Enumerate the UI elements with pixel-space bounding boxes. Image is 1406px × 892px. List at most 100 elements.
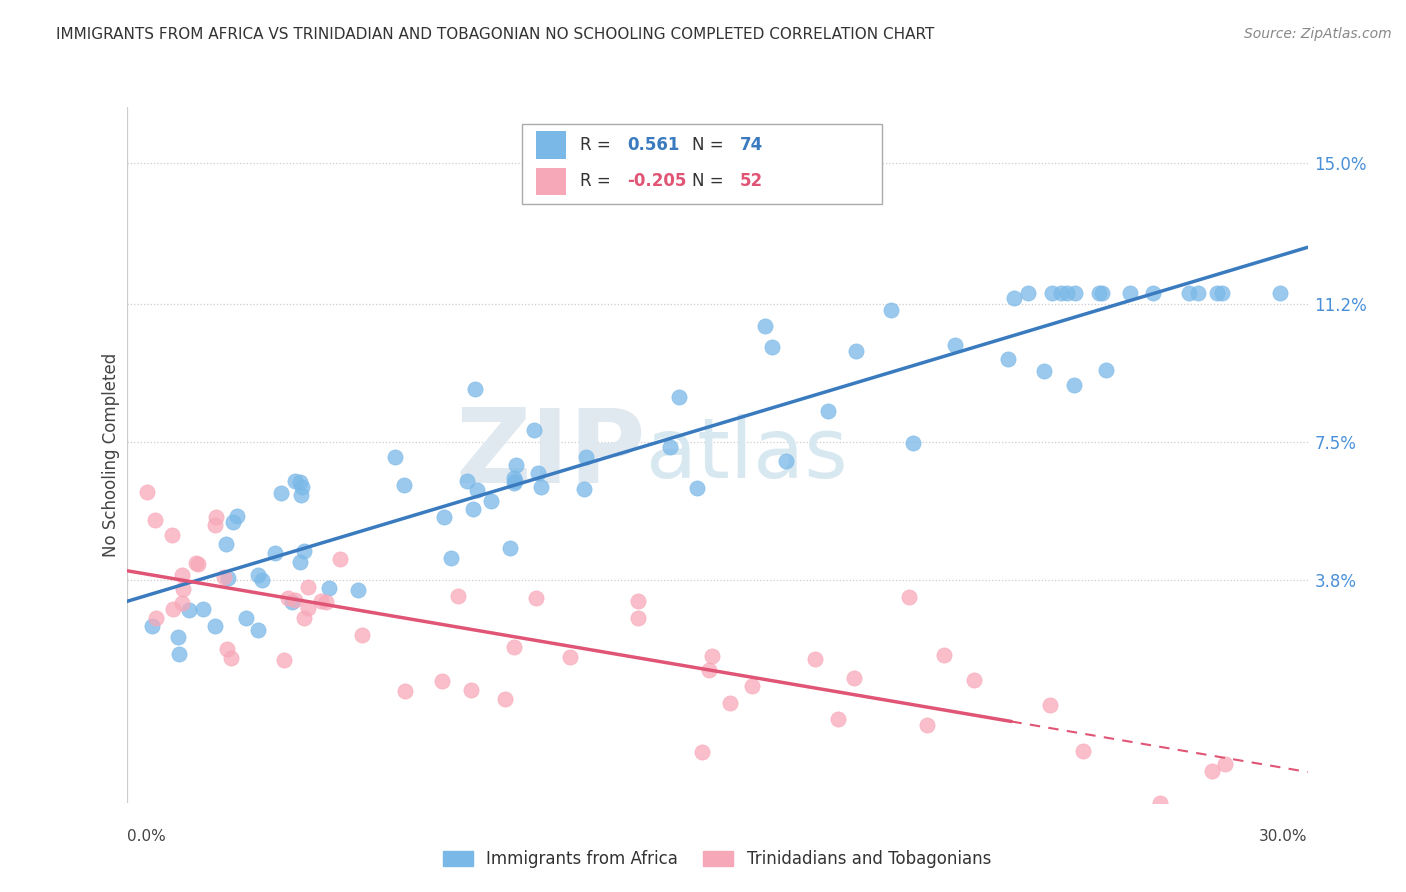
Point — [217, 641, 239, 656]
Point — [284, 593, 307, 607]
Point — [250, 574, 273, 588]
Point — [464, 382, 486, 396]
Point — [315, 595, 337, 609]
Text: 74: 74 — [740, 136, 762, 154]
Point — [1119, 286, 1142, 301]
Text: 0.561: 0.561 — [627, 136, 679, 154]
Text: 52: 52 — [740, 172, 762, 191]
Point — [479, 493, 502, 508]
Point — [827, 712, 849, 726]
Point — [879, 303, 901, 318]
Text: R =: R = — [581, 136, 616, 154]
Point — [1268, 286, 1291, 301]
Text: -0.205: -0.205 — [627, 172, 686, 191]
Point — [246, 623, 269, 637]
Point — [145, 611, 167, 625]
Point — [433, 510, 456, 524]
Point — [1149, 796, 1171, 810]
Point — [842, 671, 865, 685]
Point — [1039, 698, 1062, 712]
Point — [1205, 286, 1227, 301]
Point — [761, 339, 783, 353]
Point — [432, 674, 454, 689]
Point — [347, 582, 370, 597]
Point — [817, 403, 839, 417]
Point — [668, 390, 690, 404]
Point — [718, 696, 741, 710]
Text: ZIP: ZIP — [456, 404, 647, 506]
Point — [273, 653, 295, 667]
Text: Source: ZipAtlas.com: Source: ZipAtlas.com — [1244, 27, 1392, 41]
Point — [775, 453, 797, 467]
Text: atlas: atlas — [647, 415, 848, 495]
Point — [627, 610, 650, 624]
Point — [311, 593, 333, 607]
Point — [169, 647, 191, 661]
Point — [686, 481, 709, 495]
Point — [297, 580, 319, 594]
Point — [932, 648, 955, 663]
Point — [915, 718, 938, 732]
Point — [394, 683, 416, 698]
Point — [392, 477, 415, 491]
FancyBboxPatch shape — [522, 124, 883, 204]
Point — [1213, 756, 1236, 771]
Text: IMMIGRANTS FROM AFRICA VS TRINIDADIAN AND TOBAGONIAN NO SCHOOLING COMPLETED CORR: IMMIGRANTS FROM AFRICA VS TRINIDADIAN AN… — [56, 27, 935, 42]
Point — [292, 544, 315, 558]
Point — [1032, 364, 1054, 378]
Point — [503, 640, 526, 654]
Point — [1201, 764, 1223, 778]
Point — [217, 571, 239, 585]
Point — [1177, 286, 1199, 301]
Point — [575, 450, 598, 464]
Point — [264, 545, 287, 559]
Point — [384, 450, 406, 464]
Point — [627, 594, 650, 608]
Point — [290, 488, 312, 502]
Point — [499, 541, 522, 556]
Y-axis label: No Schooling Completed: No Schooling Completed — [101, 353, 120, 557]
Point — [179, 603, 201, 617]
Point — [160, 528, 183, 542]
Point — [187, 558, 209, 572]
Point — [502, 471, 524, 485]
Point — [212, 570, 235, 584]
Point — [284, 475, 307, 489]
Point — [741, 680, 763, 694]
Point — [845, 344, 868, 359]
Point — [141, 618, 163, 632]
Point — [350, 627, 373, 641]
Point — [447, 589, 470, 603]
Point — [235, 611, 257, 625]
Point — [572, 482, 595, 496]
Point — [204, 510, 226, 524]
Point — [215, 537, 238, 551]
Point — [270, 485, 292, 500]
Point — [1050, 286, 1073, 301]
Text: 0.0%: 0.0% — [127, 829, 166, 844]
Point — [329, 552, 352, 566]
Point — [1142, 286, 1164, 301]
Point — [136, 485, 159, 500]
Point — [1088, 286, 1111, 301]
Point — [225, 509, 247, 524]
Point — [558, 650, 581, 665]
Text: N =: N = — [692, 172, 724, 191]
Point — [297, 601, 319, 615]
Point — [460, 682, 482, 697]
Text: R =: R = — [581, 172, 610, 191]
Point — [292, 611, 315, 625]
Point — [204, 517, 226, 532]
Point — [440, 551, 463, 566]
Point — [1017, 286, 1039, 301]
Text: 30.0%: 30.0% — [1260, 829, 1308, 844]
Point — [1211, 286, 1233, 301]
Legend: Immigrants from Africa, Trinidadians and Tobagonians: Immigrants from Africa, Trinidadians and… — [436, 843, 998, 874]
Text: N =: N = — [692, 136, 730, 154]
Point — [1064, 286, 1087, 301]
Point — [692, 745, 714, 759]
Point — [1187, 286, 1209, 301]
Point — [222, 515, 245, 529]
Point — [162, 602, 184, 616]
Point — [465, 483, 488, 497]
